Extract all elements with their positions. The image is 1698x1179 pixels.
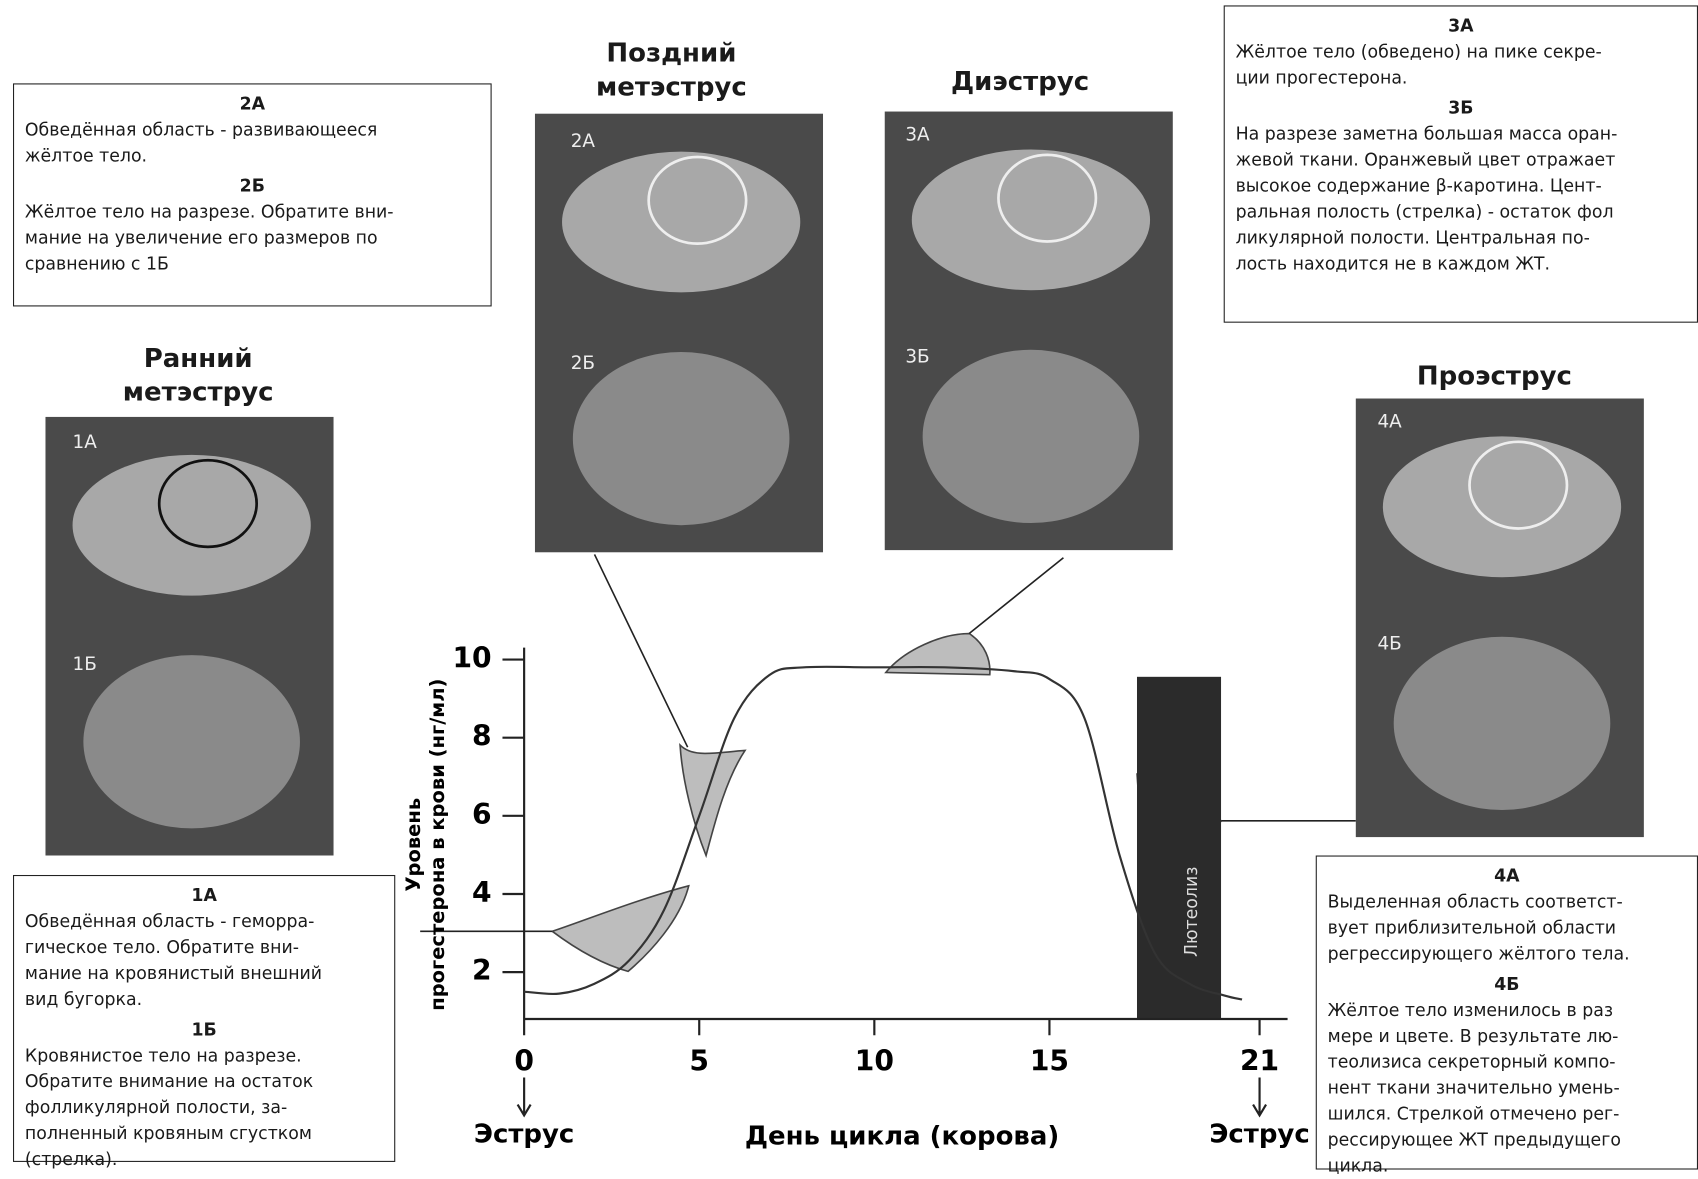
luteolysis-label: Лютеолиз <box>1182 867 1202 957</box>
estrus-label: Эструс <box>1209 1119 1309 1149</box>
note-line: регрессирующего жёлтого тела. <box>1328 941 1686 967</box>
x-tick-label: 0 <box>514 1044 534 1077</box>
stage-title: Проэструс <box>1417 360 1572 394</box>
note-line: Обратите внимание на остаток <box>25 1069 383 1095</box>
note-line: полненный кровяным сгустком <box>25 1121 383 1147</box>
y-tick-label: 2 <box>472 954 492 987</box>
note-line: нент ткани значительно умень- <box>1328 1075 1686 1101</box>
note-line: мание на увеличение его размеров по <box>25 225 480 251</box>
note-line: ральная полость (стрелка) - остаток фол <box>1236 199 1686 225</box>
y-tick-label: 8 <box>472 720 492 753</box>
note-line: рессирующее ЖТ предыдущего <box>1328 1127 1686 1153</box>
note-heading: 2Б <box>25 173 480 199</box>
note-heading: 4А <box>1328 863 1686 889</box>
note-line: вует приблизительной области <box>1328 915 1686 941</box>
y-axis-title: Уровень <box>402 798 425 892</box>
connector <box>595 554 688 747</box>
stage-title-line: Поздний <box>596 37 747 71</box>
photo-label: 2А <box>571 131 596 152</box>
note-line: мание на кровянистый внешний <box>25 961 383 987</box>
note-line: сравнению с 1Б <box>25 251 480 277</box>
note-line: Обведённая область - развивающееся <box>25 117 480 143</box>
note-line: шился. Стрелкой отмечено рег- <box>1328 1101 1686 1127</box>
note-line: высокое содержание β-каротина. Цент- <box>1236 173 1686 199</box>
y-tick-label: 4 <box>472 876 492 909</box>
note-line: ции прогестерона. <box>1236 65 1686 91</box>
ovary-image <box>573 352 790 525</box>
note-line: жёлтое тело. <box>25 143 480 169</box>
x-tick-label: 5 <box>689 1044 709 1077</box>
x-axis-title: День цикла (корова) <box>745 1122 1059 1152</box>
stage-title-line: Ранний <box>123 342 274 376</box>
note-heading: 2А <box>25 91 480 117</box>
photo-label: 3А <box>905 124 930 145</box>
stage-title-line: Проэструс <box>1417 360 1572 394</box>
photo-label: 1Б <box>73 654 97 675</box>
stage-title-line: метэструс <box>596 70 747 104</box>
photo-label: 4Б <box>1377 633 1401 654</box>
ovary-image <box>1394 637 1611 810</box>
photo-label: 2Б <box>571 353 595 374</box>
note-line: Кровянистое тело на разрезе. <box>25 1043 383 1069</box>
luteolysis-band <box>1137 677 1221 1019</box>
ovary-image <box>1383 436 1621 577</box>
photo-label: 3Б <box>905 346 929 367</box>
stage-blob <box>680 745 745 855</box>
y-axis-title: прогестерона в крови (нг/мл) <box>426 679 449 1011</box>
x-tick-label: 21 <box>1240 1044 1279 1077</box>
note-line: лость находится не в каждом ЖТ. <box>1236 251 1686 277</box>
note-line: вид бугорка. <box>25 987 383 1013</box>
y-tick-label: 10 <box>452 642 491 675</box>
ovary-image <box>923 350 1140 523</box>
ovary-image <box>562 152 800 293</box>
y-tick-label: 6 <box>472 798 492 831</box>
estrus-label: Эструс <box>474 1119 574 1149</box>
x-tick-label: 15 <box>1030 1044 1069 1077</box>
stage-title-line: Диэструс <box>951 65 1089 99</box>
photo-label: 1А <box>73 432 98 453</box>
note-heading: 4Б <box>1328 971 1686 997</box>
ovary-image <box>912 149 1150 290</box>
x-tick-label: 10 <box>855 1044 894 1077</box>
note-line: теолизиса секреторный компо- <box>1328 1049 1686 1075</box>
stage-title: Диэструс <box>951 65 1089 99</box>
connector <box>969 558 1063 634</box>
note-heading: 1А <box>25 883 383 909</box>
note-line: Жёлтое тело (обведено) на пике секре- <box>1236 39 1686 65</box>
figure: Лютеолиз 2 4 6 8 10 0 5 10 15 21 День цикла (корова… <box>0 0 1698 1170</box>
note-line: мере и цвете. В результате лю- <box>1328 1023 1686 1049</box>
note-line: гическое тело. Обратите вни- <box>25 935 383 961</box>
note-line: На разрезе заметна большая масса оран- <box>1236 121 1686 147</box>
ovary-image <box>83 655 300 828</box>
photo-label: 4А <box>1377 411 1402 432</box>
note-line: Выделенная область соответст- <box>1328 889 1686 915</box>
note-line: фолликулярной полости, за- <box>25 1095 383 1121</box>
note-line: Жёлтое тело на разрезе. Обратите вни- <box>25 199 480 225</box>
note-heading: 3Б <box>1236 95 1686 121</box>
note-line: Жёлтое тело изменилось в раз <box>1328 997 1686 1023</box>
note-line: жевой ткани. Оранжевый цвет отражает <box>1236 147 1686 173</box>
note-heading: 1Б <box>25 1017 383 1043</box>
stage-markers <box>552 634 1221 972</box>
stage-title-line: метэструс <box>123 376 274 410</box>
note-heading: 3А <box>1236 13 1686 39</box>
ovary-image <box>73 455 311 596</box>
note-line: цикла. <box>1328 1153 1686 1179</box>
note-line: Обведённая область - геморра- <box>25 909 383 935</box>
note-line: ликулярной полости. Центральная по- <box>1236 225 1686 251</box>
